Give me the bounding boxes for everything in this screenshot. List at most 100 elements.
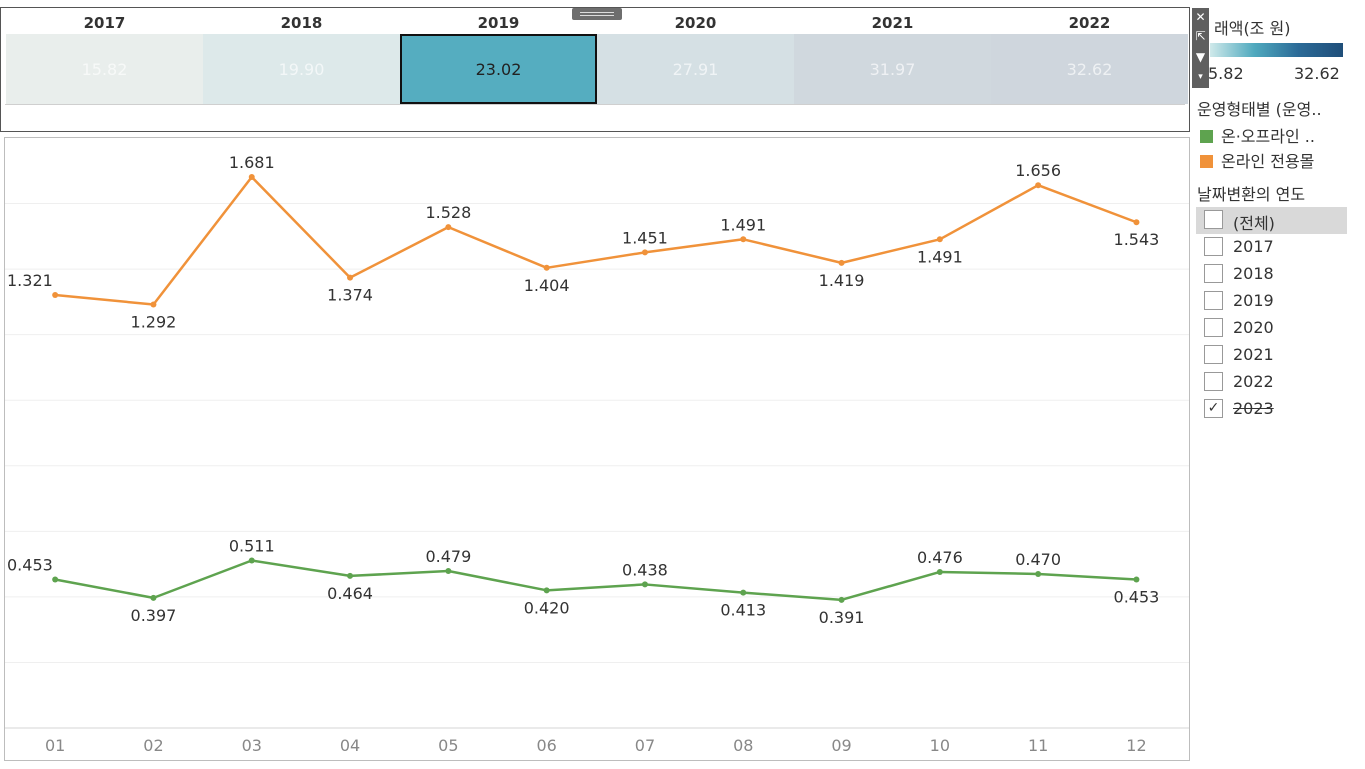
x-tick-label: 08 xyxy=(733,736,753,755)
data-point xyxy=(347,572,354,579)
data-label: 1.491 xyxy=(720,215,766,234)
dropdown-arrow-icon[interactable]: ▾ xyxy=(1198,72,1203,82)
data-label: 1.491 xyxy=(917,247,963,266)
data-point xyxy=(838,596,845,603)
popout-icon[interactable]: ⇱ xyxy=(1195,29,1206,43)
legend-item-online-offline[interactable]: 온·오프라인 .. xyxy=(1200,123,1315,147)
series-line-0 xyxy=(55,175,1137,306)
panel-drag-handle[interactable] xyxy=(572,8,622,20)
series-legend-title: 운영형태별 (운영.. xyxy=(1197,100,1322,119)
year-header-2020[interactable]: 2020 xyxy=(674,14,717,32)
data-label: 1.404 xyxy=(524,276,570,295)
data-point xyxy=(936,236,943,243)
year-filter-option-2023[interactable]: ✓ 2023 xyxy=(1196,396,1347,423)
x-tick-label: 09 xyxy=(831,736,851,755)
data-label: 0.438 xyxy=(622,560,668,579)
checkbox[interactable] xyxy=(1204,291,1223,310)
heat-cell-value: 27.91 xyxy=(672,59,719,79)
year-filter-option-label: 2023 xyxy=(1233,399,1274,418)
data-point xyxy=(740,589,747,596)
legend-swatch xyxy=(1200,155,1213,168)
data-label: 1.292 xyxy=(131,313,177,332)
data-label: 0.476 xyxy=(917,548,963,567)
color-legend-title: 래액(조 원) xyxy=(1214,19,1291,38)
heat-cell-2018[interactable]: 19.90 xyxy=(203,34,400,104)
data-point xyxy=(445,567,452,574)
x-tick-label: 06 xyxy=(536,736,556,755)
legend-item-online-only[interactable]: 온라인 전용몰 xyxy=(1200,148,1314,172)
heat-cell-2020[interactable]: 27.91 xyxy=(597,34,794,104)
data-label: 0.479 xyxy=(425,547,471,566)
data-point xyxy=(1035,182,1042,189)
checkbox[interactable] xyxy=(1204,345,1223,364)
data-point xyxy=(740,236,747,243)
checkbox[interactable] xyxy=(1204,264,1223,283)
data-point xyxy=(150,594,157,601)
filter-icon[interactable]: ▼ xyxy=(1195,50,1206,64)
data-label: 0.391 xyxy=(819,608,865,627)
year-filter-option-all[interactable]: (전체) xyxy=(1196,207,1347,234)
color-ramp xyxy=(1210,43,1343,57)
heat-cell-value: 19.90 xyxy=(278,59,325,79)
data-point xyxy=(52,292,59,299)
x-tick-label: 02 xyxy=(143,736,163,755)
data-point xyxy=(936,568,943,575)
heat-strip-panel: 2017 2018 2019 2020 2021 2022 15.82 19.90 23.02… xyxy=(0,7,1190,132)
legend-item-label: 온·오프라인 .. xyxy=(1221,127,1315,146)
checkbox[interactable] xyxy=(1204,372,1223,391)
data-label: 0.420 xyxy=(524,598,570,617)
data-label: 1.681 xyxy=(229,153,275,172)
data-point xyxy=(1133,219,1140,226)
data-point xyxy=(641,249,648,256)
data-point xyxy=(1133,576,1140,583)
year-filter-option-label: 2019 xyxy=(1233,291,1274,310)
line-chart-panel: 01 02 03 04 05 06 07 08 09 10 11 12 1.321 1.292 1.681 1… xyxy=(4,137,1190,761)
year-filter-option-label: (전체) xyxy=(1233,214,1275,233)
line-chart[interactable]: 01 02 03 04 05 06 07 08 09 10 11 12 1.321 1.292 1.681 1… xyxy=(5,138,1189,760)
year-filter-option-label: 2017 xyxy=(1233,237,1274,256)
data-label: 0.397 xyxy=(131,606,177,625)
heat-cell-2021[interactable]: 31.97 xyxy=(794,34,991,104)
x-tick-label: 07 xyxy=(635,736,655,755)
year-filter-option-2018[interactable]: 2018 xyxy=(1196,261,1347,288)
heat-cell-2017[interactable]: 15.82 xyxy=(6,34,203,104)
heat-cell-value: 23.02 xyxy=(475,59,522,79)
year-header-2021[interactable]: 2021 xyxy=(871,14,914,32)
x-tick-label: 05 xyxy=(438,736,458,755)
year-filter-option-2022[interactable]: 2022 xyxy=(1196,369,1347,396)
heat-cell-2022[interactable]: 32.62 xyxy=(991,34,1188,104)
checkbox[interactable]: ✓ xyxy=(1204,399,1223,418)
legend-toolbar: ✕ ⇱ ▼ ▾ xyxy=(1192,8,1209,88)
data-label: 0.453 xyxy=(7,556,53,575)
checkbox[interactable] xyxy=(1204,237,1223,256)
data-point xyxy=(445,224,452,231)
year-filter-option-2021[interactable]: 2021 xyxy=(1196,342,1347,369)
year-header-2017[interactable]: 2017 xyxy=(83,14,126,32)
data-point xyxy=(150,301,157,308)
data-label: 1.528 xyxy=(425,203,471,222)
heat-cell-2019[interactable]: 23.02 xyxy=(400,34,597,104)
data-point xyxy=(641,581,648,588)
year-filter-option-2020[interactable]: 2020 xyxy=(1196,315,1347,342)
data-label: 0.413 xyxy=(720,601,766,620)
x-tick-label: 11 xyxy=(1028,736,1048,755)
year-header-2019[interactable]: 2019 xyxy=(477,14,520,32)
data-point xyxy=(838,259,845,266)
year-header-2022[interactable]: 2022 xyxy=(1068,14,1111,32)
data-label: 1.543 xyxy=(1114,230,1160,249)
close-icon[interactable]: ✕ xyxy=(1195,10,1206,24)
checkbox[interactable] xyxy=(1204,210,1223,229)
year-filter-option-2019[interactable]: 2019 xyxy=(1196,288,1347,315)
data-label: 0.470 xyxy=(1015,550,1061,569)
data-label: 1.656 xyxy=(1015,161,1061,180)
heat-cell-value: 31.97 xyxy=(869,59,916,79)
x-tick-label: 01 xyxy=(45,736,65,755)
heat-cell-value: 32.62 xyxy=(1066,59,1113,79)
data-point xyxy=(248,174,255,181)
legend-swatch xyxy=(1200,130,1213,143)
checkbox[interactable] xyxy=(1204,318,1223,337)
year-header-2018[interactable]: 2018 xyxy=(280,14,323,32)
data-label: 1.451 xyxy=(622,228,668,247)
year-filter-option-label: 2020 xyxy=(1233,318,1274,337)
year-filter-option-2017[interactable]: 2017 xyxy=(1196,234,1347,261)
